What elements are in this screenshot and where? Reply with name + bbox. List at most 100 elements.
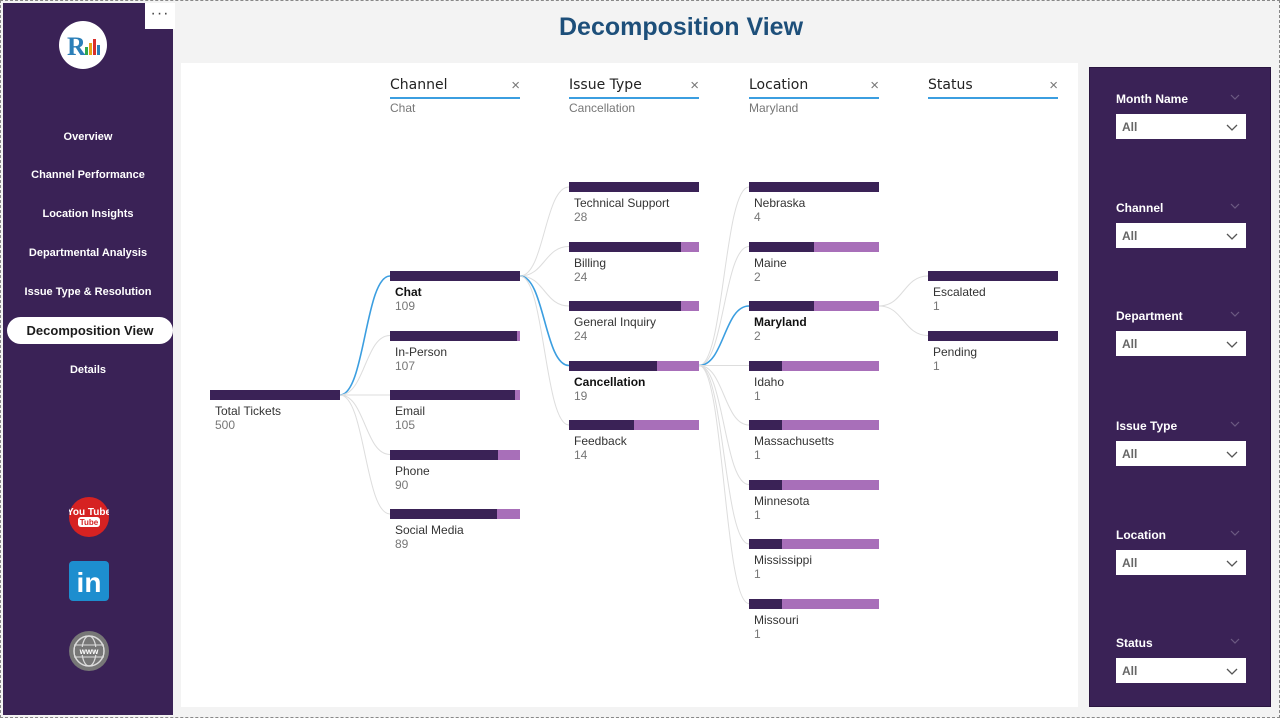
- node-bar: [749, 301, 879, 311]
- chevron-down-icon[interactable]: [1230, 201, 1240, 211]
- node-general-inquiry[interactable]: General Inquiry 24: [569, 301, 699, 343]
- node-value: 19: [574, 388, 588, 403]
- node-label: Email: [395, 404, 426, 418]
- close-icon[interactable]: ×: [511, 77, 520, 94]
- node-cancellation[interactable]: Cancellation 19: [569, 360, 699, 403]
- filter-dropdown[interactable]: All: [1116, 331, 1246, 356]
- linkedin-icon[interactable]: in: [69, 561, 109, 601]
- node-escalated[interactable]: Escalated 1: [928, 271, 1058, 313]
- close-icon[interactable]: ×: [1049, 77, 1058, 94]
- sidebar: ··· R Overview Channel Performance Locat…: [3, 3, 175, 715]
- filter-dropdown[interactable]: All: [1116, 223, 1246, 248]
- level-header: Status ×: [928, 77, 1058, 101]
- nav-issue-type-resolution[interactable]: Issue Type & Resolution: [24, 286, 152, 298]
- node-massachusetts[interactable]: Massachusetts 1: [749, 420, 879, 462]
- youtube-icon[interactable]: You Tube Tube: [67, 497, 111, 537]
- node-phone[interactable]: Phone 90: [390, 449, 520, 492]
- node-bar-fill: [390, 271, 520, 281]
- node-bar-fill: [390, 390, 515, 400]
- node-bar: [390, 330, 520, 341]
- node-bar-fill: [569, 241, 681, 252]
- chevron-down-icon[interactable]: [1230, 528, 1240, 538]
- node-label: In-Person: [395, 344, 448, 359]
- node-idaho[interactable]: Idaho 1: [749, 360, 879, 403]
- node-billing[interactable]: Billing 24: [569, 241, 699, 284]
- filter-value: All: [1122, 664, 1138, 678]
- filter-value: All: [1122, 447, 1138, 461]
- node-bar-fill: [749, 241, 814, 252]
- nav-overview[interactable]: Overview: [63, 131, 113, 143]
- nav-location-insights[interactable]: Location Insights: [42, 208, 134, 220]
- node-maryland[interactable]: Maryland 2: [749, 301, 879, 343]
- nav-decomposition-view[interactable]: Decomposition View: [7, 317, 173, 344]
- node-mississippi[interactable]: Mississippi 1: [749, 539, 879, 581]
- node-root[interactable]: Total Tickets 500: [210, 390, 340, 432]
- node-value: 109: [395, 299, 416, 313]
- node-label: Maryland: [754, 315, 807, 329]
- node-bar-fill: [210, 390, 340, 400]
- chevron-down-icon[interactable]: [1230, 92, 1240, 102]
- connector: [698, 365, 750, 485]
- filter-department: Department All: [1116, 309, 1246, 356]
- node-value: 89: [395, 537, 409, 551]
- filter-dropdown[interactable]: All: [1116, 658, 1246, 683]
- node-bar-fill: [749, 420, 782, 430]
- node-maine[interactable]: Maine 2: [749, 241, 879, 284]
- node-feedback[interactable]: Feedback 14: [569, 420, 699, 462]
- connector: [519, 275, 570, 307]
- node-social-media[interactable]: Social Media 89: [390, 509, 520, 551]
- node-in-person[interactable]: In-Person 107: [390, 330, 520, 373]
- node-bar: [569, 182, 699, 192]
- node-bar: [749, 420, 879, 430]
- nav-channel-performance[interactable]: Channel Performance: [31, 169, 145, 181]
- more-options-button[interactable]: ···: [145, 3, 175, 29]
- node-bar: [390, 509, 520, 519]
- connector: [519, 246, 570, 277]
- dropdown-arrow-icon: [1226, 451, 1238, 458]
- node-bar: [210, 390, 340, 400]
- dropdown-arrow-icon: [1226, 124, 1238, 131]
- node-pending[interactable]: Pending 1: [928, 330, 1058, 373]
- close-icon[interactable]: ×: [870, 77, 879, 94]
- chevron-down-icon[interactable]: [1230, 636, 1240, 646]
- close-icon[interactable]: ×: [690, 77, 699, 94]
- node-bar: [569, 241, 699, 252]
- node-value: 28: [574, 210, 588, 224]
- node-nebraska[interactable]: Nebraska 4: [749, 182, 879, 224]
- node-email[interactable]: Email 105: [390, 390, 520, 432]
- node-label: General Inquiry: [574, 315, 657, 329]
- dropdown-arrow-icon: [1226, 233, 1238, 240]
- node-value: 1: [754, 448, 761, 462]
- node-missouri[interactable]: Missouri 1: [749, 598, 879, 641]
- node-minnesota[interactable]: Minnesota 1: [749, 479, 879, 522]
- connector: [698, 365, 750, 545]
- filter-dropdown[interactable]: All: [1116, 441, 1246, 466]
- node-bar: [569, 420, 699, 430]
- node-technical-support[interactable]: Technical Support 28: [569, 182, 699, 224]
- filter-dropdown[interactable]: All: [1116, 114, 1246, 139]
- node-value: 14: [574, 448, 588, 462]
- node-bar-fill: [749, 598, 782, 609]
- node-value: 500: [215, 418, 236, 432]
- dropdown-arrow-icon: [1226, 341, 1238, 348]
- filter-label: Month Name: [1116, 92, 1188, 106]
- filter-dropdown[interactable]: All: [1116, 550, 1246, 575]
- node-bar: [749, 539, 879, 549]
- nav-departmental-analysis[interactable]: Departmental Analysis: [28, 247, 148, 259]
- connector: [698, 246, 750, 366]
- nav-details[interactable]: Details: [69, 364, 107, 376]
- node-bar-fill: [569, 301, 681, 311]
- filter-label: Channel: [1116, 201, 1164, 215]
- node-bar-fill: [749, 360, 782, 371]
- chevron-down-icon[interactable]: [1230, 309, 1240, 319]
- node-bar-fill: [390, 509, 497, 519]
- linkedin-icon-label: in: [77, 567, 102, 598]
- node-label: Pending: [933, 344, 978, 359]
- node-label: Social Media: [395, 523, 464, 537]
- node-label: Technical Support: [574, 196, 670, 210]
- node-value: 4: [754, 210, 761, 224]
- globe-icon[interactable]: www: [69, 631, 109, 671]
- node-chat[interactable]: Chat 109: [390, 271, 520, 313]
- node-bar-fill: [749, 301, 814, 311]
- chevron-down-icon[interactable]: [1230, 419, 1240, 429]
